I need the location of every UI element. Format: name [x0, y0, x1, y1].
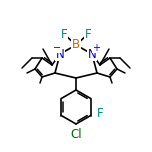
Text: N: N: [56, 47, 64, 60]
Text: B: B: [72, 38, 80, 52]
Text: F: F: [85, 28, 91, 40]
Text: Cl: Cl: [70, 128, 82, 142]
Text: F: F: [96, 107, 103, 120]
Text: N: N: [88, 47, 96, 60]
Text: F: F: [61, 28, 67, 40]
Text: +: +: [92, 43, 100, 53]
Text: −: −: [53, 43, 61, 53]
